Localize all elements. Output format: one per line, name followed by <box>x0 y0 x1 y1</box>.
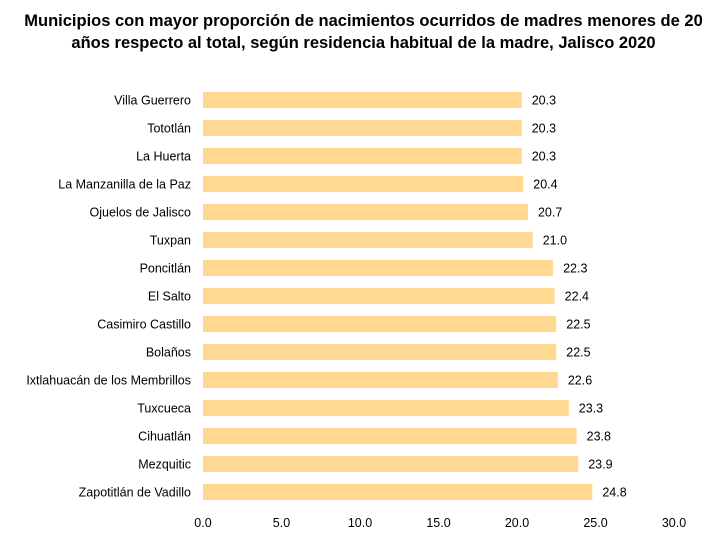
bar <box>203 148 522 164</box>
chart-title: Municipios con mayor proporción de nacim… <box>0 10 727 54</box>
value-label: 24.8 <box>602 486 626 500</box>
bar <box>203 316 557 332</box>
category-label: Poncitlán <box>140 262 191 276</box>
value-label: 23.9 <box>588 458 612 472</box>
bar <box>203 92 522 108</box>
chart-title-line-2: años respecto al total, según residencia… <box>71 34 656 52</box>
bar <box>203 288 555 304</box>
category-label: Mezquitic <box>138 458 191 472</box>
value-label: 21.0 <box>543 234 567 248</box>
bar <box>203 120 522 136</box>
bar <box>203 232 533 248</box>
x-tick-label: 10.0 <box>348 516 372 530</box>
bar <box>203 484 593 500</box>
x-tick-label: 30.0 <box>662 516 686 530</box>
value-label: 22.5 <box>566 318 590 332</box>
category-label: Ixtlahuacán de los Membrillos <box>26 374 191 388</box>
value-label: 20.3 <box>532 122 556 136</box>
bar <box>203 372 558 388</box>
category-label: Ojuelos de Jalisco <box>90 206 191 220</box>
chart-title-line-1: Municipios con mayor proporción de nacim… <box>24 12 703 30</box>
x-tick-label: 25.0 <box>583 516 607 530</box>
x-tick-label: 0.0 <box>194 516 211 530</box>
value-label: 20.7 <box>538 206 562 220</box>
category-label: El Salto <box>148 290 191 304</box>
category-label: La Huerta <box>136 150 191 164</box>
category-label: Villa Guerrero <box>114 94 191 108</box>
category-label: Bolaños <box>146 346 191 360</box>
category-label: Cihuatlán <box>138 430 191 444</box>
x-tick-label: 5.0 <box>273 516 290 530</box>
value-label: 23.3 <box>579 402 603 416</box>
bar <box>203 260 554 276</box>
category-label: Casimiro Castillo <box>97 318 191 332</box>
value-label: 22.4 <box>565 290 589 304</box>
value-label: 22.5 <box>566 346 590 360</box>
bar <box>203 456 579 472</box>
category-label: Zapotitlán de Vadillo <box>79 486 191 500</box>
value-label: 20.3 <box>532 150 556 164</box>
value-label: 20.4 <box>533 178 557 192</box>
bar <box>203 428 577 444</box>
category-label: Tuxcueca <box>137 402 191 416</box>
bar <box>203 204 528 220</box>
value-label: 22.6 <box>568 374 592 388</box>
bar <box>203 400 569 416</box>
value-label: 20.3 <box>532 94 556 108</box>
category-label: La Manzanilla de la Paz <box>58 178 191 192</box>
x-tick-label: 20.0 <box>505 516 529 530</box>
bar <box>203 344 557 360</box>
value-label: 23.8 <box>587 430 611 444</box>
category-label: Tuxpan <box>150 234 191 248</box>
x-tick-label: 15.0 <box>426 516 450 530</box>
bar <box>203 176 524 192</box>
value-label: 22.3 <box>563 262 587 276</box>
category-label: Tototlán <box>147 122 191 136</box>
